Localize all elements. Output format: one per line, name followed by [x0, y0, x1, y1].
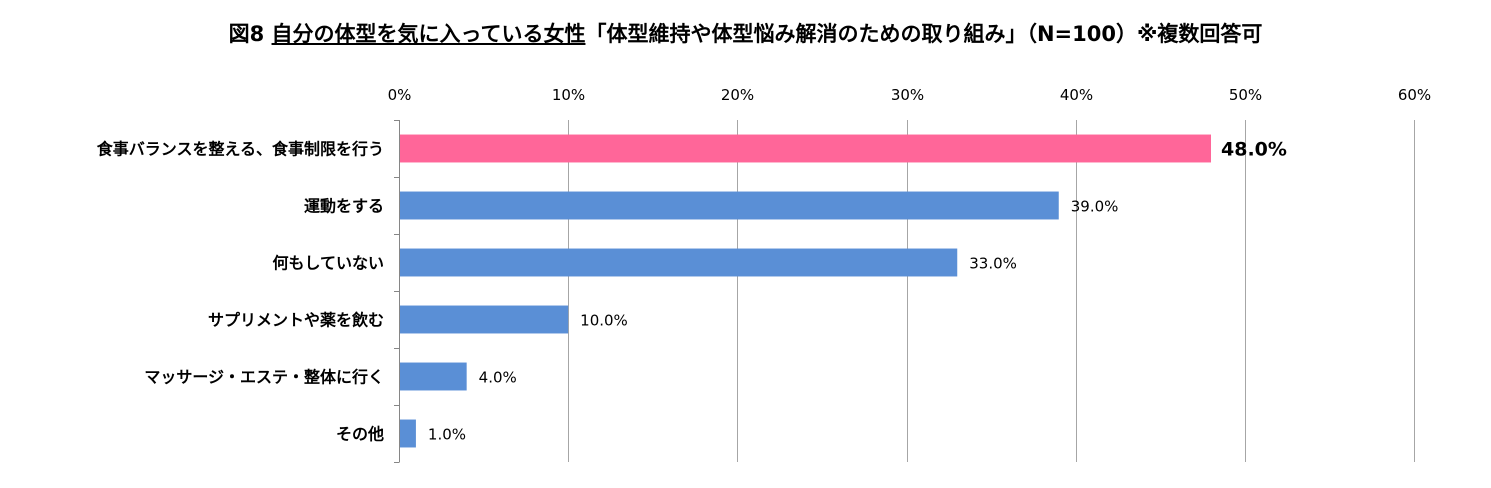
title-prefix: 図8 — [228, 22, 272, 46]
category-label: 何もしていない — [272, 254, 384, 273]
data-label: 10.0% — [580, 312, 628, 330]
category-label: マッサージ・エステ・整体に行く — [144, 368, 384, 387]
category-label: サプリメントや薬を飲む — [208, 311, 384, 330]
data-label: 33.0% — [969, 255, 1017, 273]
x-tick-label: 60% — [1398, 86, 1431, 104]
x-tick-labels: 0% 10% 20% 30% 40% 50% 60% — [388, 86, 1432, 104]
x-tick-label: 40% — [1060, 86, 1093, 104]
data-label: 48.0% — [1221, 139, 1287, 161]
x-tick-label: 30% — [891, 86, 924, 104]
bar — [400, 191, 1059, 220]
data-labels: 48.0% 39.0% 33.0% 10.0% 4.0% 1.0% — [428, 139, 1287, 444]
title-suffix: 「体型維持や体型悩み解消のための取り組み」（N=100）※複数回答可 — [585, 22, 1263, 46]
bar — [400, 419, 416, 448]
bar — [400, 362, 467, 391]
x-tick-label: 10% — [552, 86, 585, 104]
x-tick-label: 20% — [721, 86, 754, 104]
bar — [400, 248, 958, 277]
category-labels: 食事バランスを整える、食事制限を行う運動をする何もしていないサプリメントや薬を飲… — [96, 140, 384, 444]
category-label: 運動をする — [304, 197, 384, 216]
bar — [400, 305, 569, 334]
data-label: 39.0% — [1071, 198, 1119, 216]
data-label: 4.0% — [479, 369, 517, 387]
data-label: 1.0% — [428, 426, 466, 444]
bars — [400, 134, 1211, 448]
category-label: その他 — [336, 425, 384, 444]
y-axis — [394, 120, 400, 463]
category-label: 食事バランスを整える、食事制限を行う — [96, 140, 384, 159]
title-underlined: 自分の体型を気に入っている女性 — [271, 22, 586, 46]
gridlines — [568, 120, 1415, 462]
chart-title: 図8 自分の体型を気に入っている女性「体型維持や体型悩み解消のための取り組み」（… — [0, 18, 1491, 48]
bar — [400, 134, 1211, 163]
x-tick-label: 50% — [1229, 86, 1262, 104]
x-tick-label: 0% — [388, 86, 412, 104]
